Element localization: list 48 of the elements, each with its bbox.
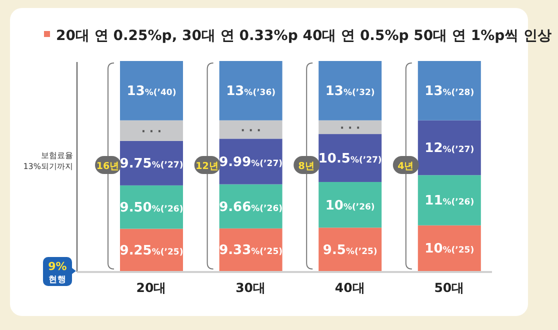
bar xyxy=(318,182,382,228)
bar xyxy=(418,61,481,120)
data-label: · · · xyxy=(141,125,162,138)
bracket-span: 16년 xyxy=(95,62,121,270)
bar xyxy=(418,175,481,226)
annotation: 8년 xyxy=(298,161,315,172)
bar xyxy=(318,228,382,271)
bar xyxy=(318,120,382,134)
bar xyxy=(120,140,183,186)
bar xyxy=(120,61,183,120)
data-label: 13%(’36) xyxy=(226,84,276,100)
bracket-span: 4년 xyxy=(392,62,419,270)
title: 20대 연 0.25%p, 30대 연 0.33%p 40대 연 0.5%p 50대 연 1%p씩 인상 xyxy=(44,28,552,44)
data-label: 10%(’25) xyxy=(424,242,474,257)
bar xyxy=(318,134,382,182)
data-label: 13%(’32) xyxy=(325,84,375,100)
data-label: · · · xyxy=(340,122,360,135)
bar xyxy=(219,61,282,120)
annotation: 4년 xyxy=(398,161,414,172)
text: 보험료율 13%되기까지 xyxy=(23,151,73,171)
annotation: 12년 xyxy=(196,161,219,172)
data-label: 9.66%(’26) xyxy=(219,200,283,215)
bracket-span: 12년 xyxy=(194,62,220,270)
data-label: 9.5%(’25) xyxy=(322,242,378,258)
annotation: 16년 xyxy=(96,161,120,172)
bar xyxy=(219,138,282,184)
x-tick-label: 30대 xyxy=(236,280,266,295)
data-label: 10%(’26) xyxy=(325,198,375,214)
x-tick-label: 40대 xyxy=(334,280,366,295)
bracket-span: 8년 xyxy=(294,62,320,270)
bar xyxy=(219,120,282,139)
bar xyxy=(318,61,382,120)
data-label: 9.33%(’25) xyxy=(219,243,283,258)
x-tick-label: 20대 xyxy=(136,280,167,295)
data-label: 13%(’40) xyxy=(126,84,176,100)
data-label: 12%(’27) xyxy=(424,141,474,156)
bar xyxy=(418,225,481,271)
data-label: 9.25%(’25) xyxy=(120,243,184,258)
x-tick-label: 50대 xyxy=(434,280,465,295)
data-label: 9.50%(’26) xyxy=(120,200,184,216)
data-label: 9.99%(’27) xyxy=(219,155,283,170)
bar xyxy=(418,120,481,176)
data-label: · · · xyxy=(240,124,261,138)
data-label: 9.75%(’27) xyxy=(120,156,184,172)
data-label: 10.5%(’27) xyxy=(318,152,382,167)
data-label: 11%(’26) xyxy=(424,194,474,209)
data-label: 13%(’28) xyxy=(424,84,474,100)
bar xyxy=(120,120,183,141)
